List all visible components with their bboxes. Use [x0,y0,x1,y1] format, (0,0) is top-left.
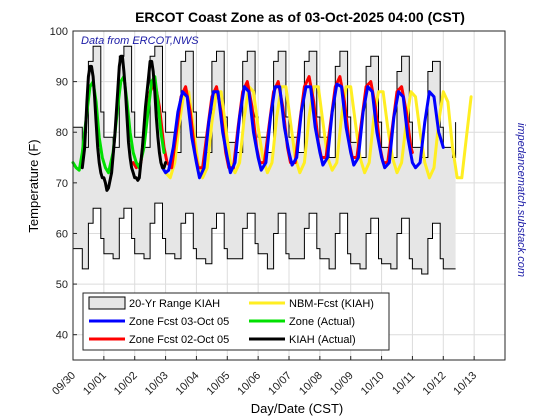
x-axis-title: Day/Date (CST) [251,401,343,416]
legend-label: KIAH (Actual) [289,334,356,346]
y-tick-label: 70 [56,178,68,190]
y-tick-label: 90 [56,77,68,89]
legend-label: Zone Fcst 02-Oct 05 [129,334,229,346]
y-axis-title: Temperature (F) [26,139,41,232]
y-tick-label: 50 [56,279,68,291]
series-kiah-actual-line [80,54,168,192]
legend-label: Zone Fcst 03-Oct 05 [129,316,229,328]
y-tick-label: 60 [56,228,68,240]
chart-title: ERCOT Coast Zone as of 03-Oct-2025 04:00… [135,9,465,25]
y-tick-label: 100 [50,26,68,38]
series-20yr-range-low-edge [73,202,456,275]
legend-label: NBM-Fcst (KIAH) [289,298,374,310]
source-annotation: Data from ERCOT,NWS [81,35,199,47]
series-zone-forecast-03oct-line [161,82,445,180]
legend-label: 20-Yr Range KIAH [129,298,220,310]
legend-label: Zone (Actual) [289,316,355,328]
legend-box [82,292,390,351]
y-tick-label: 80 [56,127,68,139]
watermark-annotation: impedancematch.substack.com [515,123,527,277]
y-tick-label: 40 [56,330,68,342]
legend-swatch-range [88,296,126,310]
